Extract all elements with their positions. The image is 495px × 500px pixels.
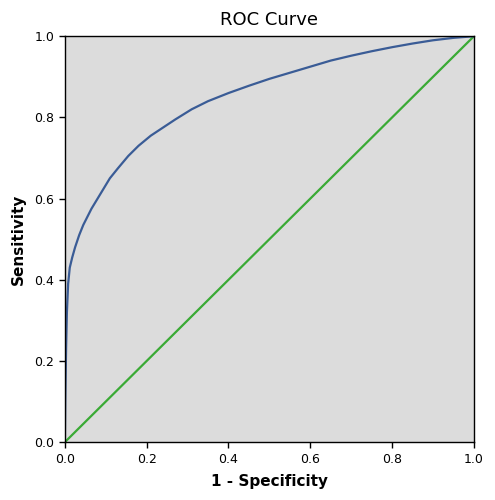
Y-axis label: Sensitivity: Sensitivity bbox=[11, 194, 26, 285]
Title: ROC Curve: ROC Curve bbox=[220, 11, 318, 29]
X-axis label: 1 - Specificity: 1 - Specificity bbox=[211, 474, 328, 489]
